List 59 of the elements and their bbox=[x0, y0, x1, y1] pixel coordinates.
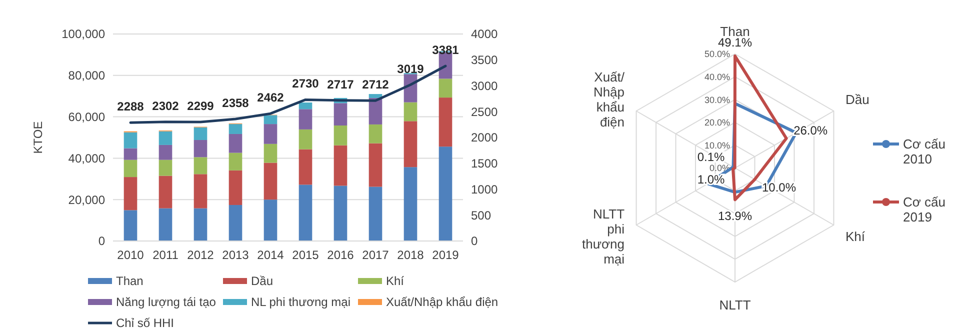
data-label: 2302 bbox=[152, 98, 180, 113]
y-tick-label: 40.0% bbox=[704, 72, 730, 82]
y2-tick-label: 4000 bbox=[471, 27, 498, 42]
legend-label: Khí bbox=[386, 274, 405, 288]
y-tick-label: 30.0% bbox=[704, 94, 730, 105]
data-label: 2462 bbox=[257, 90, 284, 105]
spoke-label: NLTT bbox=[719, 297, 751, 312]
legend-label: Cơ cấu 2019 bbox=[903, 194, 946, 225]
spoke-label: Dầu bbox=[845, 92, 870, 108]
data-label: 2730 bbox=[292, 76, 320, 91]
legend-label: Xuất/Nhập khẩu điện bbox=[386, 295, 498, 310]
y-axis-title: KTOE bbox=[31, 121, 45, 154]
legend-label: Năng lượng tái tạo bbox=[116, 295, 216, 310]
y2-tick-label: 2500 bbox=[471, 104, 498, 119]
legend-label: Than bbox=[116, 274, 144, 288]
y2-tick-label: 2000 bbox=[471, 130, 498, 145]
y-tick-label: 40,000 bbox=[68, 151, 106, 166]
data-label: 2299 bbox=[187, 99, 214, 114]
y2-tick-label: 1000 bbox=[471, 182, 498, 196]
y-tick-label: 50.0% bbox=[704, 49, 730, 60]
x-tick-label: 2018 bbox=[397, 248, 424, 262]
y-tick-label: 20,000 bbox=[68, 192, 106, 207]
legend-label: Chỉ số HHI bbox=[116, 316, 174, 330]
legend-label: Cơ cấu 2010 bbox=[903, 136, 946, 167]
data-label: 3381 bbox=[432, 43, 460, 58]
data-label: 0.1% bbox=[697, 150, 725, 164]
x-tick-label: 2013 bbox=[222, 248, 250, 262]
x-tick-label: 2019 bbox=[432, 248, 460, 262]
y-tick-label: 100,000 bbox=[62, 27, 106, 42]
y-tick-label: 60,000 bbox=[68, 110, 106, 124]
x-tick-label: 2017 bbox=[362, 248, 390, 262]
data-label: 3019 bbox=[397, 62, 424, 76]
x-tick-label: 2015 bbox=[292, 248, 320, 262]
data-label: 2712 bbox=[362, 78, 390, 92]
x-tick-label: 2016 bbox=[327, 248, 354, 262]
legend-label: NL phi thương mại bbox=[251, 295, 351, 310]
y2-tick-label: 0 bbox=[471, 234, 478, 248]
data-label: 2717 bbox=[327, 77, 354, 92]
y-tick-label: 80,000 bbox=[68, 68, 106, 83]
data-label: 26.0% bbox=[794, 124, 828, 138]
x-tick-label: 2010 bbox=[117, 248, 144, 262]
legend-label: Dầu bbox=[251, 274, 274, 288]
y2-tick-label: 3500 bbox=[471, 53, 498, 68]
y2-tick-label: 500 bbox=[471, 208, 492, 222]
y-tick-label: 0 bbox=[98, 234, 106, 248]
spoke-label: NLTT phi thương mại bbox=[582, 206, 625, 266]
spoke-label: Xuất/ Nhập khẩu điện bbox=[593, 70, 625, 130]
data-label: 13.9% bbox=[718, 208, 752, 223]
data-label: 10.0% bbox=[762, 180, 796, 195]
y-tick-label: 10.0% bbox=[704, 140, 730, 150]
spoke-label: Khí bbox=[845, 228, 866, 244]
data-label: 2288 bbox=[117, 100, 144, 114]
y2-tick-label: 3000 bbox=[471, 78, 498, 93]
x-tick-label: 2011 bbox=[152, 248, 179, 262]
y-tick-label: 20.0% bbox=[704, 118, 730, 128]
data-label: 2358 bbox=[222, 96, 250, 110]
x-tick-label: 2012 bbox=[187, 248, 214, 262]
y2-tick-label: 1500 bbox=[471, 156, 498, 171]
x-tick-label: 2014 bbox=[257, 248, 284, 262]
